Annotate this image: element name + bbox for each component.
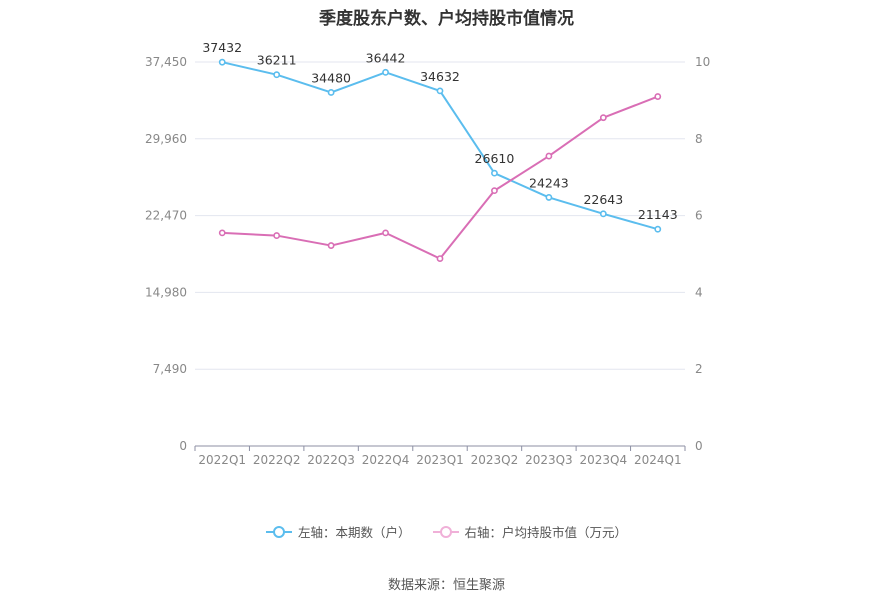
series-point-1 (436, 255, 444, 263)
y-left-tick-label: 37,450 (145, 55, 187, 69)
data-label: 21143 (638, 207, 678, 222)
y-right-tick-label: 4 (695, 285, 703, 299)
legend-item-market-value[interactable]: 右轴：户均持股市值（万元） (432, 522, 628, 541)
series-point-1 (218, 229, 226, 237)
y-right-tick-label: 2 (695, 362, 703, 376)
data-label: 37432 (202, 40, 242, 55)
legend: 左轴：本期数（户） 右轴：户均持股市值（万元） (0, 522, 893, 541)
data-label: 36442 (366, 50, 406, 65)
y-right-tick-label: 6 (695, 209, 703, 223)
legend-swatch-market-value (432, 525, 459, 539)
series-point-1 (654, 93, 662, 100)
y-left-tick-label: 14,980 (145, 285, 187, 299)
series-point-1 (599, 114, 607, 122)
data-label: 24243 (529, 175, 569, 190)
legend-label-market-value: 右轴：户均持股市值（万元） (464, 525, 628, 540)
label-layer: 37432 36211 34480 36442 34632 26610 24243 22643… (202, 40, 677, 222)
axis-layer: 0 7,490 14,980 22,470 29,960 37,450 0 2 4 6 8 10 202… (145, 55, 710, 467)
series-point-0 (218, 58, 226, 66)
series-point-0 (382, 68, 389, 76)
x-tick-label: 2023Q2 (471, 453, 519, 467)
y-left-tick-label: 29,960 (145, 132, 187, 146)
series-point-0 (273, 71, 281, 79)
y-left-tick-label: 22,470 (145, 209, 187, 223)
x-tick-label: 2022Q1 (198, 453, 246, 467)
series-point-0 (654, 225, 662, 233)
series-point-0 (491, 169, 498, 177)
data-label: 22643 (583, 192, 623, 207)
x-tick-label: 2023Q3 (525, 453, 573, 467)
legend-label-households: 左轴：本期数（户） (297, 525, 411, 540)
data-label: 26610 (475, 151, 515, 166)
chart-title: 季度股东户数、户均持股市值情况 (319, 9, 574, 29)
data-label: 36211 (257, 53, 297, 68)
y-left-tick-label: 0 (179, 439, 187, 453)
legend-swatch-households (265, 525, 292, 539)
series-point-1 (545, 152, 553, 160)
data-label: 34632 (420, 69, 460, 84)
data-label: 34480 (311, 70, 351, 85)
series-point-1 (327, 242, 335, 249)
series-point-1 (491, 187, 498, 195)
y-right-tick-label: 10 (695, 55, 710, 69)
series-point-0 (599, 210, 607, 218)
y-right-tick-label: 8 (695, 132, 703, 146)
series-point-0 (327, 89, 335, 96)
x-tick-label: 2022Q4 (362, 453, 410, 467)
x-tick-label: 2024Q1 (634, 453, 682, 467)
series-line-1 (222, 95, 659, 260)
y-right-tick-label: 0 (695, 439, 703, 453)
series-layer (218, 58, 662, 263)
line-chart: 0 7,490 14,980 22,470 29,960 37,450 0 2 4 6 8 10 202… (145, 40, 710, 467)
series-point-0 (545, 194, 553, 201)
series-point-1 (273, 232, 281, 239)
x-tick-label: 2022Q2 (253, 453, 301, 467)
x-tick-label: 2022Q3 (307, 453, 355, 467)
series-point-0 (436, 87, 444, 95)
data-source: 数据来源：恒生聚源 (387, 578, 505, 593)
x-tick-label: 2023Q1 (416, 453, 464, 467)
series-point-1 (382, 229, 389, 237)
legend-item-households[interactable]: 左轴：本期数（户） (265, 522, 411, 541)
x-tick-label: 2023Q4 (580, 453, 628, 467)
y-left-tick-label: 7,490 (153, 362, 187, 376)
